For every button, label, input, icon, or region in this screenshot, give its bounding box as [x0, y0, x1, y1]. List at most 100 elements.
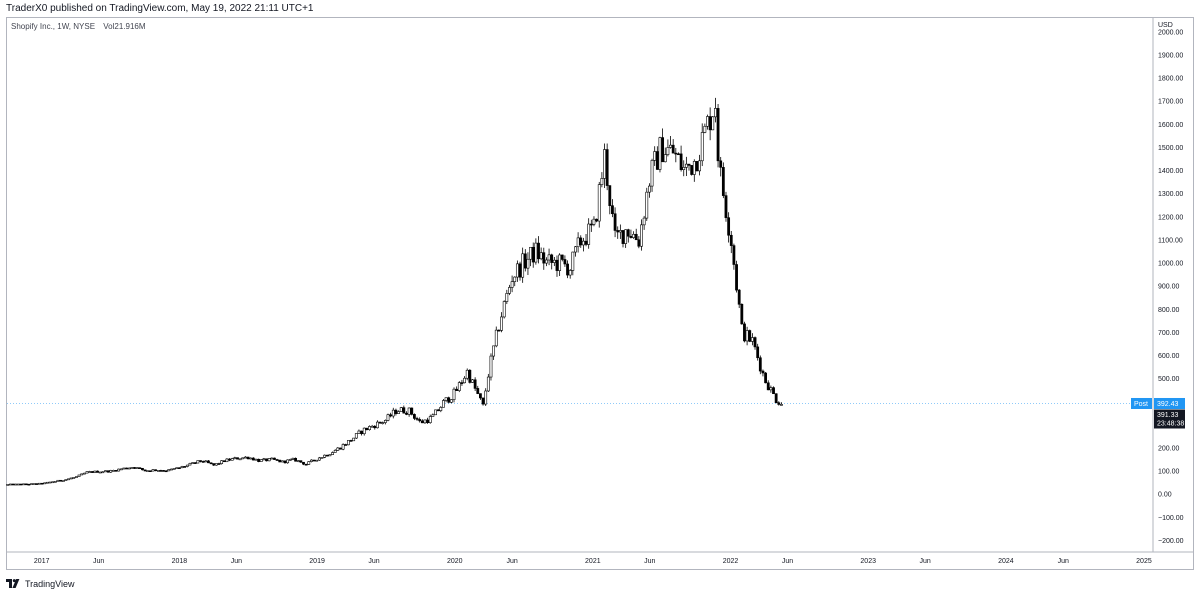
candle [552, 256, 556, 267]
candle [162, 470, 165, 472]
candle [328, 454, 332, 457]
candle [758, 355, 762, 375]
bar-countdown: 23:48:38 [1157, 420, 1184, 427]
candle [531, 242, 535, 268]
candle [61, 480, 65, 482]
price-tick-label: 1400.00 [1158, 168, 1183, 175]
candle [212, 463, 216, 466]
post-value: 392.43 [1157, 401, 1179, 408]
price-tick-label: 1000.00 [1158, 261, 1183, 268]
candle [307, 461, 311, 466]
candle [737, 289, 741, 309]
time-tick-label: 2020 [447, 558, 463, 565]
candle [682, 160, 686, 177]
candle [508, 284, 511, 296]
candle [423, 419, 427, 424]
candle [24, 483, 28, 486]
candle [156, 470, 160, 472]
candle [236, 457, 239, 460]
candle [428, 414, 432, 424]
candle [265, 458, 268, 462]
candle [341, 443, 345, 451]
candle [310, 459, 313, 463]
candle [597, 181, 601, 228]
candle [214, 463, 218, 466]
candle [613, 207, 617, 238]
candle [629, 229, 633, 239]
candle [624, 229, 628, 248]
candle [397, 410, 400, 414]
last-price-value: 391.33 [1157, 412, 1179, 419]
candle [286, 459, 290, 464]
candle [167, 469, 171, 472]
time-tick-label: Jun [644, 558, 655, 565]
candle [486, 373, 490, 392]
candle [481, 397, 485, 406]
candle [766, 380, 770, 391]
price-tick-label: 500.00 [1158, 376, 1180, 383]
candle [407, 407, 411, 417]
candle [479, 393, 482, 400]
candle [526, 252, 530, 275]
candle [634, 228, 638, 241]
candle [352, 437, 356, 442]
candle [333, 449, 337, 453]
candle [228, 458, 231, 462]
candle [344, 443, 348, 446]
candle [96, 470, 99, 473]
candle [706, 114, 709, 130]
candle [394, 408, 398, 416]
candle [642, 215, 646, 230]
candle [111, 469, 115, 472]
candle [275, 458, 279, 461]
candle [529, 246, 532, 267]
candle [254, 458, 258, 461]
candle [545, 257, 548, 267]
candle [35, 483, 39, 485]
candle [6, 484, 10, 486]
candle [90, 471, 94, 474]
candle [589, 219, 593, 232]
price-tick-label: 600.00 [1158, 353, 1180, 360]
candle [325, 454, 329, 457]
candle [560, 254, 564, 262]
candle [48, 481, 52, 484]
candles-layer [6, 97, 783, 486]
candle [690, 165, 694, 176]
candle [687, 163, 691, 171]
candle [574, 245, 577, 257]
candle [774, 393, 778, 404]
candle [679, 145, 683, 172]
price-tick-label: 0.00 [1158, 492, 1172, 499]
candle [439, 406, 443, 413]
candle [291, 457, 295, 461]
candle [302, 461, 305, 466]
candle [750, 333, 754, 346]
candle [621, 230, 625, 248]
candle [402, 405, 406, 414]
chart-legend: Shopify Inc., 1W, NYSE Vol21.916M [11, 22, 146, 31]
candle [412, 413, 416, 421]
candle [106, 470, 110, 473]
candle [244, 456, 247, 459]
candle [745, 326, 749, 346]
candle [489, 353, 493, 381]
candle [695, 161, 699, 172]
candle [201, 460, 205, 463]
candle [241, 457, 245, 460]
candle [611, 199, 614, 218]
candle [133, 467, 136, 469]
candle [608, 185, 612, 215]
candle [304, 463, 308, 466]
candle [130, 467, 134, 469]
candle [502, 300, 506, 319]
candle [217, 462, 221, 465]
footer[interactable]: TradingView [6, 577, 75, 590]
candle [714, 97, 717, 123]
candle [618, 224, 622, 239]
candle [188, 462, 192, 466]
candle [315, 459, 319, 462]
